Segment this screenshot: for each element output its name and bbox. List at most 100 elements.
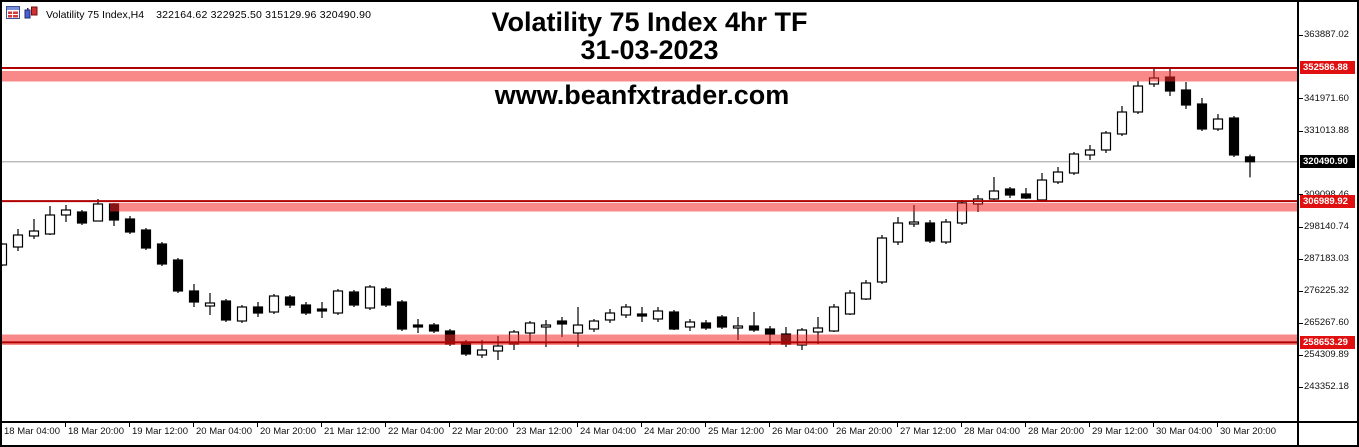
time-tick-label: 27 Mar 12:00 [900, 426, 956, 437]
time-tick-label: 28 Mar 20:00 [1028, 426, 1084, 437]
time-tick-mark [513, 423, 514, 427]
bear-candle-body [380, 288, 392, 306]
price-tick-label: 265267.60 [1304, 317, 1349, 328]
time-tick-mark [769, 423, 770, 427]
time-tick-label: 30 Mar 20:00 [1220, 426, 1276, 437]
sr-zone-band [110, 202, 1297, 212]
bull-candle-body [876, 237, 888, 283]
bull-candle-body [732, 325, 744, 329]
time-tick-mark [1153, 423, 1154, 427]
price-tick-label: 243352.18 [1304, 381, 1349, 392]
time-tick-label: 25 Mar 12:00 [708, 426, 764, 437]
time-tick-label: 22 Mar 04:00 [388, 426, 444, 437]
ohlc-quote-values: 322164.62 322925.50 315129.96 320490.90 [156, 9, 372, 21]
bull-candle-body [988, 190, 1000, 200]
price-tick-mark [1299, 386, 1303, 388]
bull-candle-body [1132, 85, 1144, 113]
time-tick-label: 18 Mar 20:00 [68, 426, 124, 437]
price-tick-label: 341971.60 [1304, 92, 1349, 104]
time-tick-label: 23 Mar 12:00 [516, 426, 572, 437]
time-tick-label: 26 Mar 20:00 [836, 426, 892, 437]
sr-level-price-badge: 258653.29 [1300, 335, 1355, 349]
bear-candle-body [764, 328, 776, 335]
bull-candle-body [892, 222, 904, 243]
bear-candle-body [284, 296, 296, 306]
bull-candle-body [60, 209, 72, 216]
axis-vertical-separator [1297, 2, 1299, 445]
bear-candle-body [716, 316, 728, 328]
bull-candle-body [540, 324, 552, 328]
price-tick-mark [1299, 290, 1303, 292]
time-tick-mark [129, 423, 130, 427]
time-tick-label: 18 Mar 04:00 [4, 426, 60, 437]
bull-candle-body [268, 295, 280, 313]
symbol-timeframe-label: Volatility 75 Index,H4 [46, 9, 145, 21]
price-tick-label: 287183.03 [1304, 253, 1349, 264]
bull-candle-body [12, 234, 24, 248]
bear-candle-body [924, 222, 936, 242]
bear-candle-body [140, 229, 152, 249]
bull-candle-body [204, 302, 216, 307]
bear-candle-body [188, 290, 200, 303]
bull-candle-body [604, 312, 616, 321]
bear-candle-body [396, 301, 408, 330]
price-tick-mark [1299, 130, 1303, 132]
price-tick-mark [1299, 34, 1303, 36]
bear-candle-body [636, 313, 648, 317]
bull-candle-body [572, 324, 584, 334]
current-price-badge: 320490.90 [1300, 155, 1355, 169]
time-tick-mark [641, 423, 642, 427]
bear-candle-body [300, 304, 312, 314]
axis-horizontal-separator [2, 421, 1357, 423]
price-tick-mark [1299, 98, 1303, 100]
bull-candle-body [92, 203, 104, 222]
time-tick-label: 24 Mar 04:00 [580, 426, 636, 437]
bull-candle-body [236, 306, 248, 322]
time-tick-mark [833, 423, 834, 427]
time-tick-mark [449, 423, 450, 427]
price-tick-mark [1299, 322, 1303, 324]
time-tick-label: 20 Mar 20:00 [260, 426, 316, 437]
bear-candle-body [124, 218, 136, 233]
bear-candle-body [1196, 103, 1208, 130]
time-tick-label: 22 Mar 20:00 [452, 426, 508, 437]
time-tick-mark [193, 423, 194, 427]
price-tick-label: 363887.02 [1304, 29, 1349, 40]
bull-candle-body [1036, 179, 1048, 201]
price-tick-label: 309098.46 [1304, 189, 1349, 200]
candlestick-plot[interactable] [2, 2, 1297, 421]
bull-candle-body [1084, 149, 1096, 156]
price-axis[interactable]: 363887.02 341971.60 331013.88 309098.46 2981… [1299, 2, 1357, 421]
sr-zone-band [2, 334, 1297, 345]
time-tick-mark [1089, 423, 1090, 427]
bull-candle-body [828, 306, 840, 332]
bear-candle-body [428, 324, 440, 332]
time-tick-label: 26 Mar 04:00 [772, 426, 828, 437]
bull-candle-body [1212, 118, 1224, 130]
bull-candle-body [860, 282, 872, 300]
price-tick-label: 276225.32 [1304, 285, 1349, 296]
bull-candle-body [588, 320, 600, 330]
bear-candle-body [556, 320, 568, 325]
time-tick-mark [705, 423, 706, 427]
time-tick-label: 21 Mar 12:00 [324, 426, 380, 437]
bear-candle-body [412, 324, 424, 328]
bull-candle-body [908, 221, 920, 225]
bear-candle-body [316, 308, 328, 312]
bull-candle-body [844, 292, 856, 315]
time-axis[interactable]: 18 Mar 04:00 18 Mar 20:00 19 Mar 12:00 20 M… [2, 423, 1357, 445]
time-tick-mark [1217, 423, 1218, 427]
bull-candle-body [1100, 132, 1112, 151]
bull-candle-body [812, 327, 824, 333]
bear-candle-body [668, 311, 680, 330]
bull-candle-body [332, 290, 344, 314]
bull-candle-body [364, 286, 376, 309]
time-tick-mark [257, 423, 258, 427]
time-tick-label: 19 Mar 12:00 [132, 426, 188, 437]
price-tick-label: 331013.88 [1304, 125, 1349, 136]
bear-candle-body [348, 291, 360, 306]
sr-level-price-badge: 352586.88 [1300, 61, 1355, 75]
bull-candle-body [652, 310, 664, 320]
price-tick-mark [1299, 354, 1303, 356]
bear-candle-body [1004, 188, 1016, 196]
